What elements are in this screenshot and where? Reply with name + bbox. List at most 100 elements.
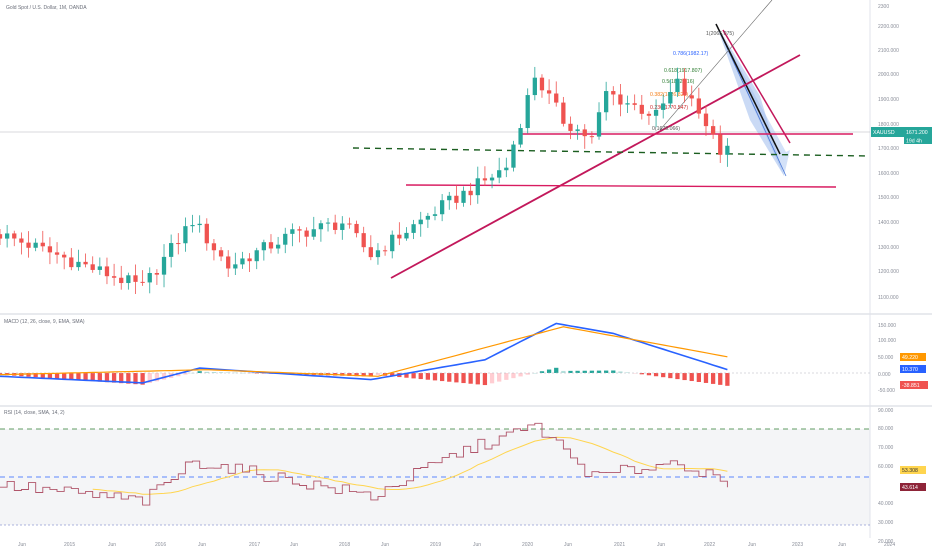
candle[interactable] <box>104 266 110 277</box>
candle[interactable] <box>368 247 373 258</box>
time-axis[interactable]: Jun 2015 Jun 2016 Jun 2017 Jun 2018 Jun … <box>18 542 895 548</box>
candle[interactable] <box>454 195 459 203</box>
candle[interactable] <box>382 250 388 252</box>
candle[interactable] <box>561 102 566 124</box>
candle[interactable] <box>710 126 716 135</box>
candle[interactable] <box>696 98 701 114</box>
candle[interactable] <box>26 242 31 248</box>
candle[interactable] <box>126 275 131 284</box>
candle[interactable] <box>47 246 53 253</box>
candle[interactable] <box>411 224 416 233</box>
candle[interactable] <box>589 136 595 138</box>
candle[interactable] <box>618 94 623 105</box>
candle[interactable] <box>318 223 324 230</box>
black-down-trendline[interactable] <box>715 23 781 155</box>
candle[interactable] <box>261 242 266 251</box>
signal-line[interactable] <box>0 326 728 377</box>
candle[interactable] <box>661 103 666 110</box>
current-price-badge[interactable]: XAUUSD 1671.200 19d 4h <box>871 127 932 145</box>
up-trendline[interactable] <box>390 54 801 279</box>
rsi-axis[interactable]: 90.000 80.000 70.000 60.000 40.000 30.00… <box>878 408 894 545</box>
rsi-line[interactable] <box>0 422 728 506</box>
candle[interactable] <box>689 95 694 99</box>
candle[interactable] <box>233 264 238 269</box>
candle[interactable] <box>575 129 580 131</box>
candle[interactable] <box>211 243 217 251</box>
candle[interactable] <box>297 229 302 231</box>
candle[interactable] <box>340 223 345 230</box>
price-axis[interactable]: 2300 2200.000 2100.000 2000.000 1900.000… <box>878 4 899 301</box>
candle[interactable] <box>625 103 630 105</box>
candle[interactable] <box>0 234 3 239</box>
candle[interactable] <box>568 123 573 131</box>
candle[interactable] <box>653 109 659 116</box>
candle[interactable] <box>539 77 545 91</box>
candle[interactable] <box>311 229 316 237</box>
candle[interactable] <box>525 95 530 129</box>
candle[interactable] <box>140 281 145 283</box>
fib-channel-fill[interactable] <box>716 24 784 176</box>
macd-line[interactable] <box>0 322 728 384</box>
candle[interactable] <box>682 78 687 96</box>
candle[interactable] <box>611 91 616 95</box>
candle[interactable] <box>40 242 45 247</box>
candle[interactable] <box>161 256 167 275</box>
candle[interactable] <box>532 77 537 96</box>
dashed-support-line[interactable] <box>352 147 869 157</box>
candle[interactable] <box>461 190 466 203</box>
candle[interactable] <box>76 261 81 268</box>
candles[interactable] <box>0 66 730 294</box>
candle[interactable] <box>197 223 202 226</box>
macd-axis[interactable]: 150.000 100.000 50.000 0.000 -50.000 <box>878 323 896 394</box>
candle[interactable] <box>582 129 587 137</box>
candle[interactable] <box>425 215 431 220</box>
candle[interactable] <box>19 238 24 243</box>
candle[interactable] <box>397 234 402 239</box>
candle[interactable] <box>475 178 480 196</box>
candle[interactable] <box>432 214 438 216</box>
candle[interactable] <box>97 266 102 270</box>
price-pane[interactable] <box>0 0 870 313</box>
candle[interactable] <box>468 190 473 196</box>
rsi-badges[interactable]: 53.308 43.614 <box>900 466 926 491</box>
candle[interactable] <box>668 92 673 104</box>
candle[interactable] <box>4 233 10 239</box>
candle[interactable] <box>596 112 602 137</box>
candle[interactable] <box>390 234 395 252</box>
candle[interactable] <box>69 257 74 268</box>
candle[interactable] <box>268 242 274 249</box>
candle[interactable] <box>12 233 17 239</box>
candle[interactable] <box>354 223 359 234</box>
candle[interactable] <box>254 250 259 262</box>
candle[interactable] <box>604 91 609 113</box>
candle[interactable] <box>133 275 138 282</box>
candle[interactable] <box>518 128 523 145</box>
candle[interactable] <box>204 223 209 244</box>
candle[interactable] <box>83 261 88 265</box>
candle[interactable] <box>447 195 452 201</box>
fib-extension-line[interactable] <box>659 0 773 131</box>
candle[interactable] <box>90 264 95 270</box>
candle[interactable] <box>183 226 188 244</box>
candle[interactable] <box>333 222 338 230</box>
candle[interactable] <box>497 170 502 178</box>
candle[interactable] <box>418 219 423 225</box>
candle[interactable] <box>375 250 381 258</box>
candle[interactable] <box>290 229 295 234</box>
candle[interactable] <box>176 243 181 245</box>
magenta-down-trendline[interactable] <box>722 29 791 144</box>
candle[interactable] <box>325 222 331 224</box>
candle[interactable] <box>283 233 288 245</box>
candle[interactable] <box>489 177 495 181</box>
candle[interactable] <box>703 113 709 127</box>
candle[interactable] <box>226 256 231 269</box>
candle[interactable] <box>511 144 516 168</box>
candle[interactable] <box>62 254 67 258</box>
candle[interactable] <box>247 258 252 262</box>
candle[interactable] <box>725 145 730 155</box>
candle[interactable] <box>718 134 723 155</box>
candle[interactable] <box>147 272 152 283</box>
macd-badges[interactable]: 49.220 10.370 -38.851 <box>900 353 928 389</box>
candle[interactable] <box>111 276 117 278</box>
candle[interactable] <box>439 200 445 215</box>
